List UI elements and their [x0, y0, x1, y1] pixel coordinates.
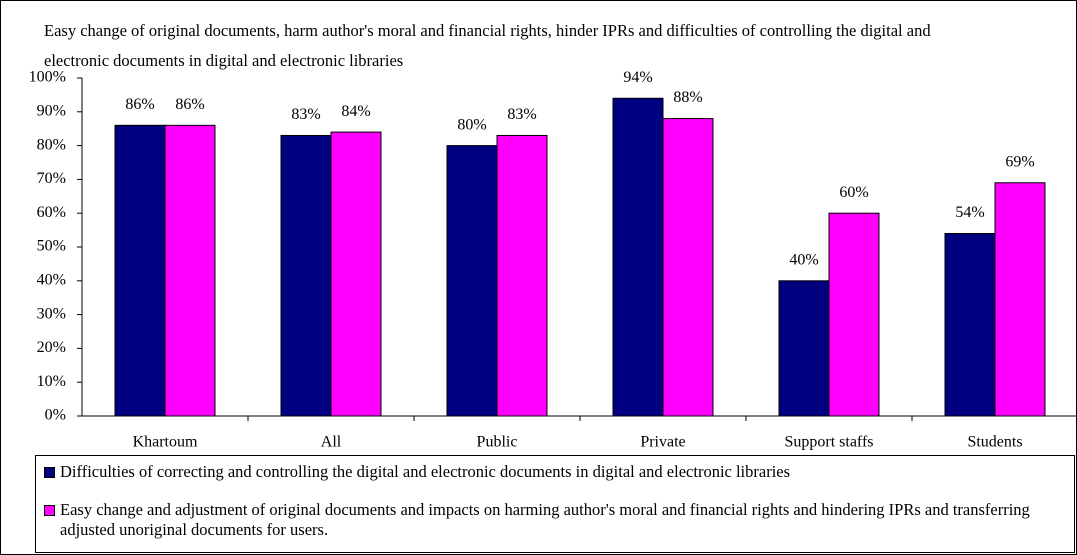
bar — [944, 232, 996, 417]
bar — [662, 118, 714, 417]
data-label: 69% — [1005, 153, 1034, 170]
y-tick-label: 10% — [37, 373, 66, 390]
bar — [778, 280, 830, 417]
y-tick-label: 30% — [37, 305, 66, 322]
data-label: 40% — [789, 251, 818, 268]
data-label: 86% — [175, 96, 204, 113]
legend-swatch — [44, 467, 55, 478]
legend-label: Easy change and adjustment of original d… — [60, 500, 1030, 539]
data-label: 86% — [125, 96, 154, 113]
y-tick-label: 60% — [37, 204, 66, 221]
x-tick-label: Private — [640, 434, 685, 451]
x-tick-label: All — [321, 434, 342, 451]
bar — [994, 182, 1046, 417]
data-label: 94% — [623, 69, 652, 86]
y-tick-label: 70% — [37, 170, 66, 187]
bar — [446, 145, 498, 417]
data-label: 60% — [839, 184, 868, 201]
bar — [280, 134, 332, 417]
chart-title: Easy change of original documents, harm … — [44, 21, 931, 70]
bar — [496, 134, 548, 417]
data-label: 80% — [457, 116, 486, 133]
x-tick-label: Public — [477, 434, 518, 451]
y-tick-label: 100% — [29, 69, 66, 86]
y-tick-label: 80% — [37, 136, 66, 153]
x-tick-label: Support staffs — [784, 434, 873, 451]
x-tick-label: Khartoum — [133, 434, 198, 451]
x-tick-label: Students — [967, 434, 1022, 451]
y-tick-label: 40% — [37, 271, 66, 288]
y-tick-label: 20% — [37, 339, 66, 356]
legend-item: Easy change and adjustment of original d… — [42, 500, 1068, 540]
data-label: 88% — [673, 89, 702, 106]
data-label: 83% — [507, 106, 536, 123]
legend: Difficulties of correcting and controlli… — [35, 455, 1075, 553]
y-tick-label: 0% — [45, 407, 66, 424]
legend-item: Difficulties of correcting and controlli… — [42, 462, 1068, 482]
bar — [114, 124, 166, 417]
bar — [828, 212, 880, 417]
bar — [164, 124, 216, 417]
bar — [330, 131, 382, 417]
data-label: 83% — [291, 106, 320, 123]
data-label: 54% — [955, 204, 984, 221]
legend-swatch — [44, 505, 55, 516]
data-label: 84% — [341, 103, 370, 120]
y-tick-label: 90% — [37, 102, 66, 119]
bar — [612, 97, 664, 417]
y-tick-label: 50% — [37, 238, 66, 255]
legend-label: Difficulties of correcting and controlli… — [60, 462, 791, 481]
